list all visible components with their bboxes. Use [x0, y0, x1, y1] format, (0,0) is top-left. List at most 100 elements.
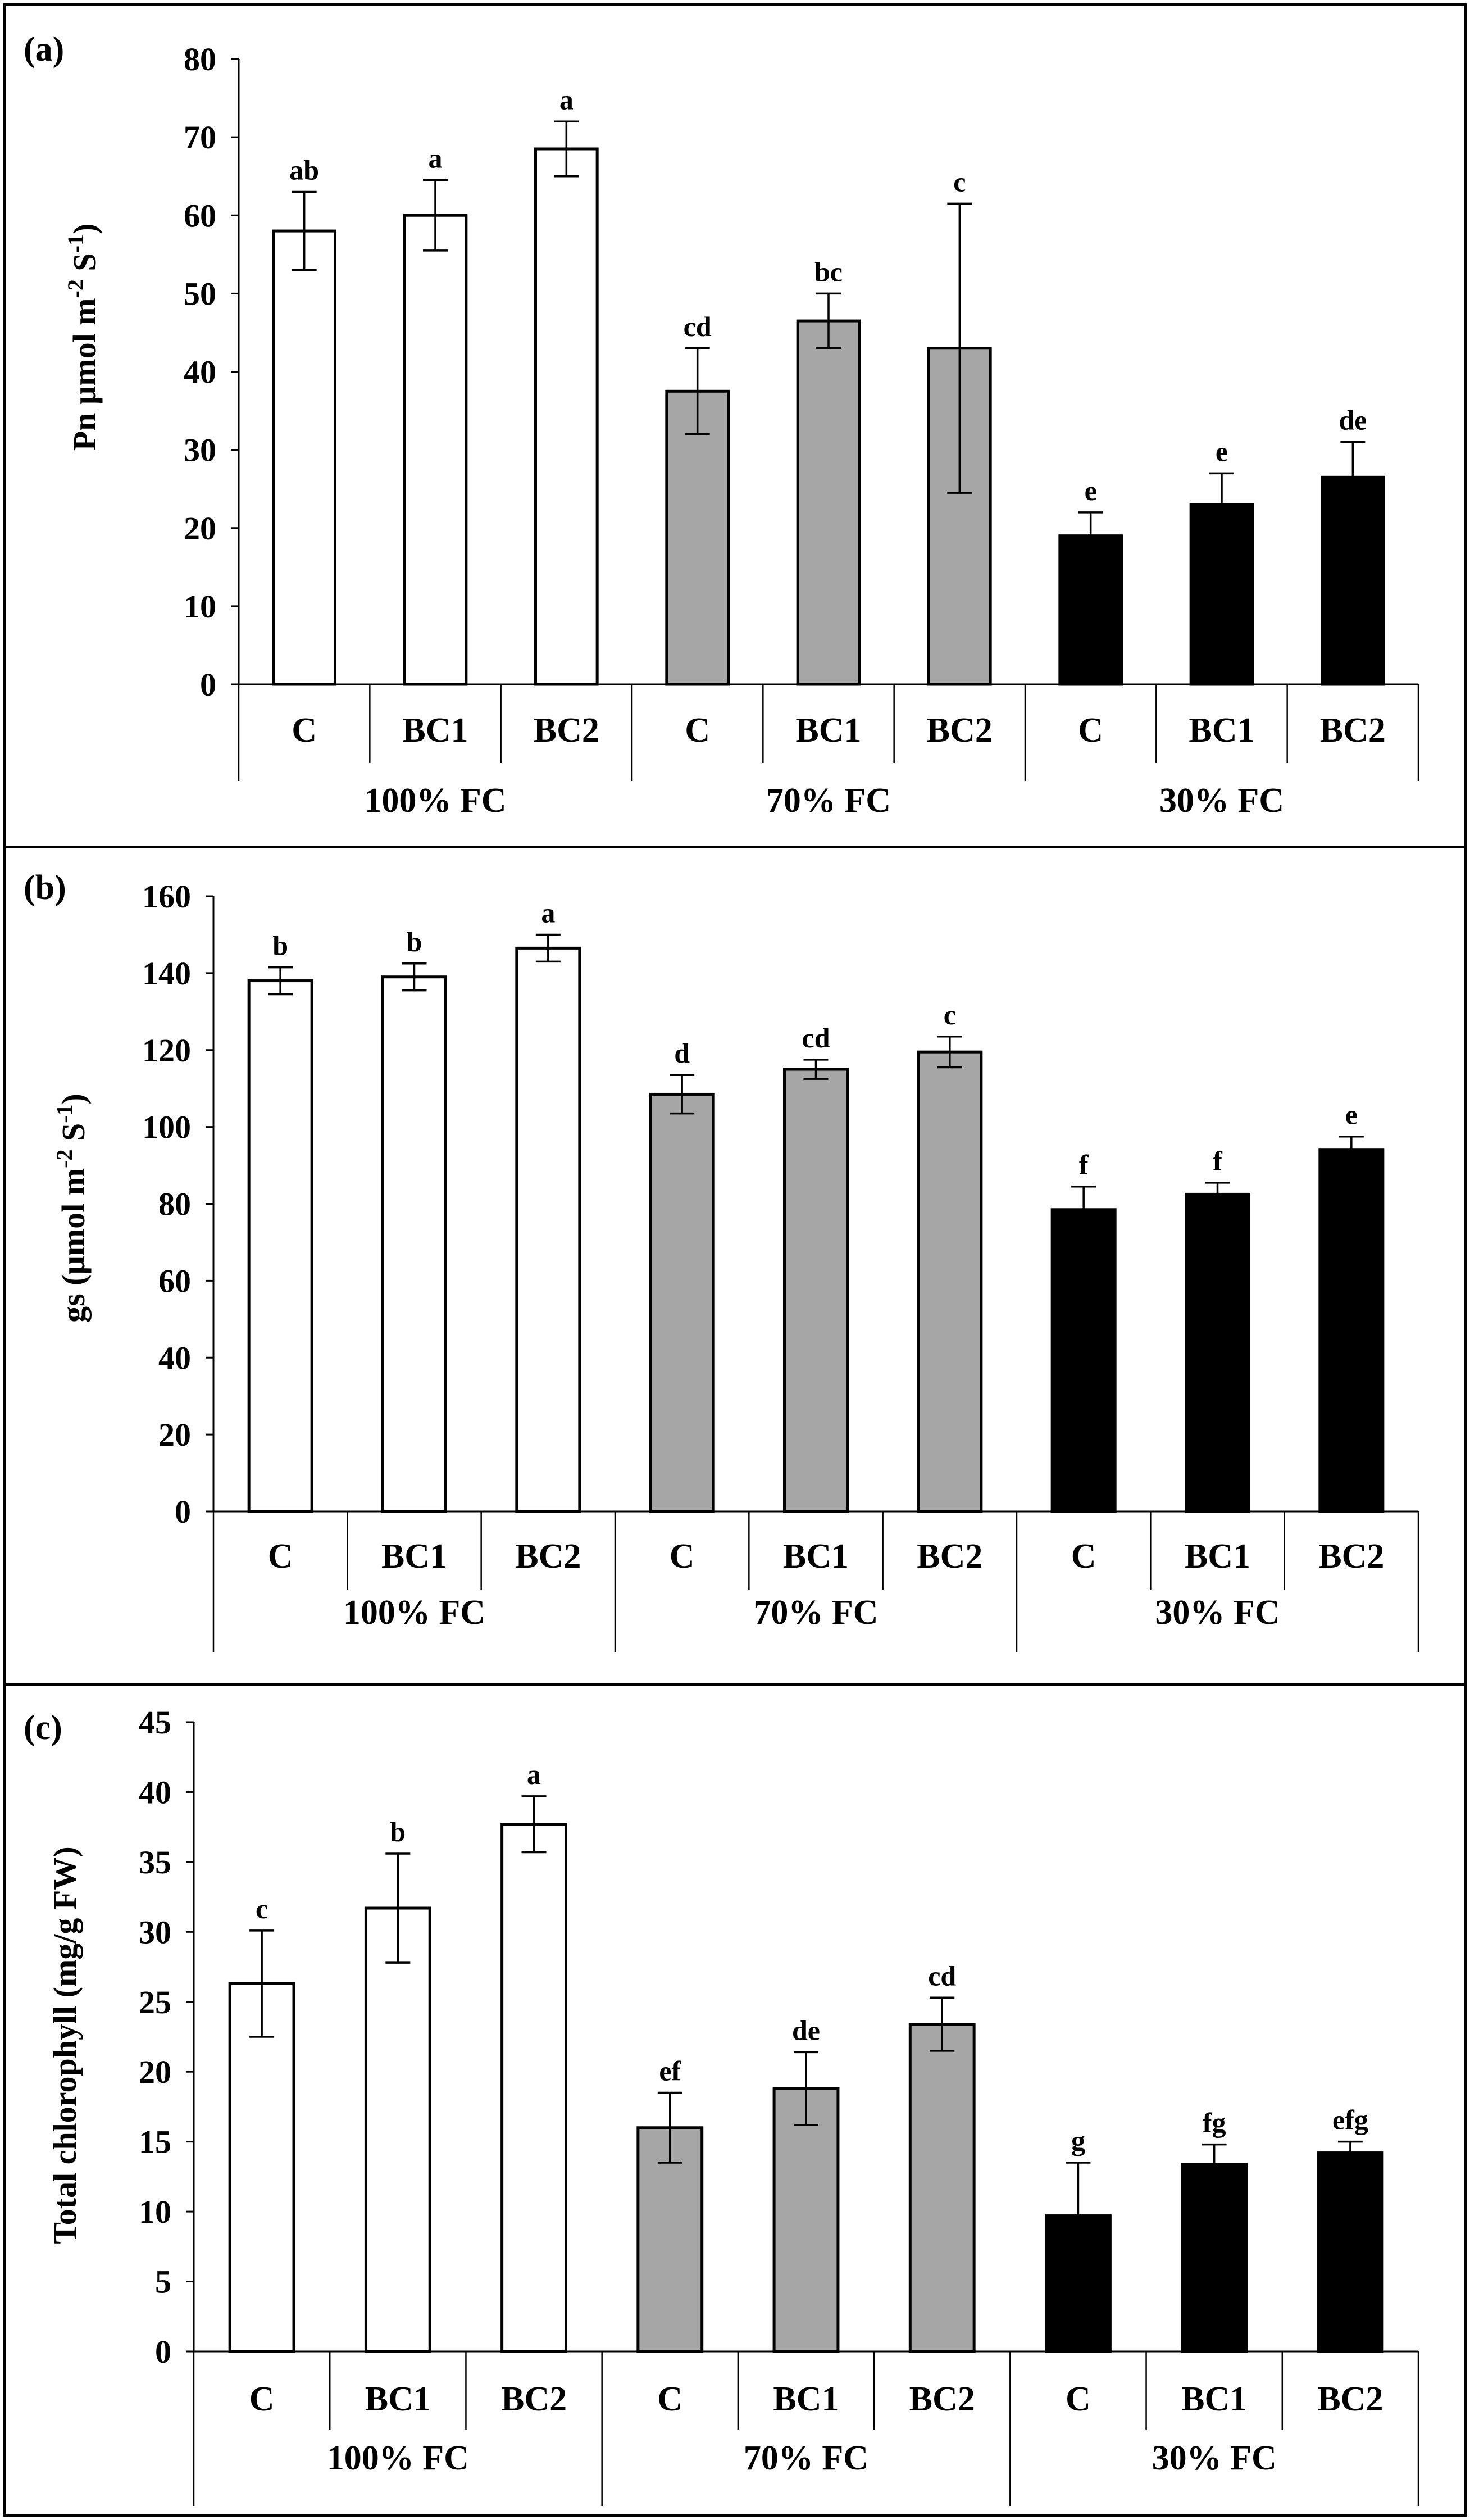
- panel-c-y-tick-label: 30: [139, 1914, 171, 1950]
- panel-c-significance-label: b: [390, 1816, 406, 1847]
- panel-b-significance-label: b: [407, 926, 422, 957]
- panel-c-y-tick-label: 45: [139, 1704, 171, 1741]
- panel-a-group-label: 100% FC: [364, 782, 506, 820]
- panel-b-significance-label: d: [674, 1037, 690, 1069]
- panel-a-significance-label: cd: [684, 311, 712, 342]
- panel-a-bar: [403, 214, 468, 686]
- panel-b-y-axis-title-part-4: ): [55, 1093, 92, 1104]
- panel-b-y-axis-title-part-0: gs (µmol m: [55, 1168, 92, 1323]
- panel-c-category-label: C: [1066, 2380, 1091, 2418]
- panel-c-bar: [772, 2087, 840, 2353]
- panel-b-group-label: 30% FC: [1155, 1593, 1280, 1632]
- panel-b-category-label: BC1: [381, 1537, 447, 1575]
- panel-a-y-tick-label: 80: [184, 41, 216, 78]
- panel-c-significance-label: ef: [659, 2055, 681, 2087]
- panel-a-category-label: C: [292, 711, 317, 750]
- panel-b-significance-label: b: [272, 930, 288, 961]
- panel-a-significance-label: ab: [289, 155, 319, 186]
- panel-c-bar: [364, 1906, 431, 2353]
- panel-c-category-label: BC1: [365, 2380, 431, 2418]
- panel-c-error-bar: [930, 1996, 955, 2052]
- panel-b-bar: [1184, 1192, 1251, 1513]
- panel-c-significance-label: fg: [1203, 2107, 1226, 2138]
- panel-b-category-label: C: [1071, 1537, 1096, 1575]
- panel-b-error-bar: [1339, 1135, 1364, 1165]
- panel-a-significance-label: e: [1216, 435, 1228, 467]
- panel-c-category-label: BC1: [1181, 2380, 1247, 2418]
- panel-a-category-label: BC2: [1320, 711, 1386, 750]
- panel-c-y-tick-label: 25: [139, 1984, 171, 2020]
- panel-c-group-label: 70% FC: [744, 2439, 868, 2477]
- panel-c-significance-label: g: [1071, 2125, 1085, 2156]
- panel-a-error-bar: [947, 202, 972, 494]
- panel-b-bar: [1318, 1148, 1385, 1513]
- panel-c-error-bar: [1202, 2143, 1227, 2185]
- panel-c-error-bar: [794, 2051, 818, 2126]
- panel-c-category-label: C: [249, 2380, 275, 2418]
- panel-b-category-label: BC2: [917, 1537, 982, 1575]
- panel-b-y-tick-label: 20: [158, 1416, 191, 1453]
- panel-b-y-tick-label: 120: [142, 1032, 191, 1069]
- panel-a-y-tick-label: 10: [184, 588, 216, 625]
- panel-b-error-bar: [402, 962, 427, 992]
- panel-a-category-label: C: [685, 711, 710, 750]
- panel-b-bar: [917, 1050, 983, 1513]
- panel-b-error-bar: [268, 966, 293, 996]
- panel-a-category-label: BC1: [402, 711, 468, 750]
- panel-c-bar: [500, 1823, 567, 2353]
- panel-c-y-tick-label: 0: [155, 2333, 171, 2370]
- panel-a-y-axis-title-part-3: -1: [63, 234, 88, 253]
- panel-c-significance-label: a: [527, 1759, 541, 1790]
- panel-c-bar: [908, 2023, 976, 2353]
- panel-a-tag: (a): [24, 30, 64, 69]
- panel-a-y-tick-label: 50: [184, 275, 216, 312]
- panel-b-category-label: BC2: [515, 1537, 581, 1575]
- panel-b-bar: [381, 975, 448, 1513]
- panel-b-category-label: C: [268, 1537, 293, 1575]
- panel-a-error-bar: [816, 292, 841, 349]
- panel-b-y-axis-title-part-1: -2: [52, 1150, 77, 1168]
- panel-a-error-bar: [423, 179, 448, 252]
- panel-c-y-tick-label: 35: [139, 1844, 171, 1881]
- panel-a-significance-label: c: [953, 166, 966, 197]
- panel-a-group-label: 30% FC: [1159, 782, 1284, 820]
- panel-b-significance-label: c: [944, 999, 956, 1030]
- panel-b-y-axis-title-part-3: -1: [52, 1104, 77, 1123]
- panel-a-category-label: BC1: [1189, 711, 1254, 750]
- panel-c-y-tick-label: 20: [139, 2054, 171, 2090]
- panel-c-y-axis-title-part-0: Total chlorophyll (mg/g FW): [47, 1846, 83, 2244]
- panel-c-y-tick-label: 15: [139, 2124, 171, 2160]
- panel-c-group-label: 100% FC: [327, 2439, 469, 2477]
- panel-a-significance-label: a: [559, 84, 574, 115]
- panel-b-y-tick-label: 100: [142, 1109, 191, 1146]
- panel-a-bar: [1058, 534, 1123, 686]
- panel-b-error-bar: [803, 1059, 829, 1080]
- panel-c-significance-label: efg: [1332, 2104, 1368, 2136]
- panel-b-category-label: BC2: [1318, 1537, 1384, 1575]
- panel-b-error-bar: [535, 933, 561, 963]
- panel-a-y-tick-label: 20: [184, 510, 216, 547]
- panel-c-y-tick-label: 5: [155, 2264, 171, 2300]
- panel-b-significance-label: f: [1213, 1145, 1223, 1177]
- panel-a-error-bar: [554, 120, 579, 178]
- panel-a-error-bar: [292, 190, 317, 271]
- panel-b-y-tick-label: 60: [158, 1263, 191, 1299]
- panel-c-error-bar: [385, 1852, 411, 1964]
- panel-a-y-axis-title: Pn µmol m-2 S-1): [63, 224, 103, 451]
- panel-c-tag: (c): [24, 1709, 62, 1747]
- panel-b-group-label: 100% FC: [343, 1593, 485, 1632]
- panel-b-group-label: 70% FC: [753, 1593, 878, 1632]
- panel-b-y-tick-label: 0: [175, 1493, 191, 1530]
- panel-a-bar: [665, 389, 730, 686]
- panel-b-significance-label: f: [1079, 1149, 1089, 1180]
- panel-c-error-bar: [657, 2091, 682, 2164]
- panel-b-error-bar: [670, 1074, 695, 1115]
- panel-a-error-bar: [1340, 441, 1366, 514]
- panel-b-category-label: BC1: [1185, 1537, 1250, 1575]
- panel-c: (c) Total chlorophyll (mg/g FW) 0 5 10 15 20…: [3, 1683, 1467, 2517]
- panel-a-error-bar: [685, 347, 710, 435]
- panel-c-category-label: BC2: [501, 2380, 567, 2418]
- panel-a-category-label: BC2: [927, 711, 993, 750]
- panel-b-significance-label: e: [1345, 1099, 1358, 1130]
